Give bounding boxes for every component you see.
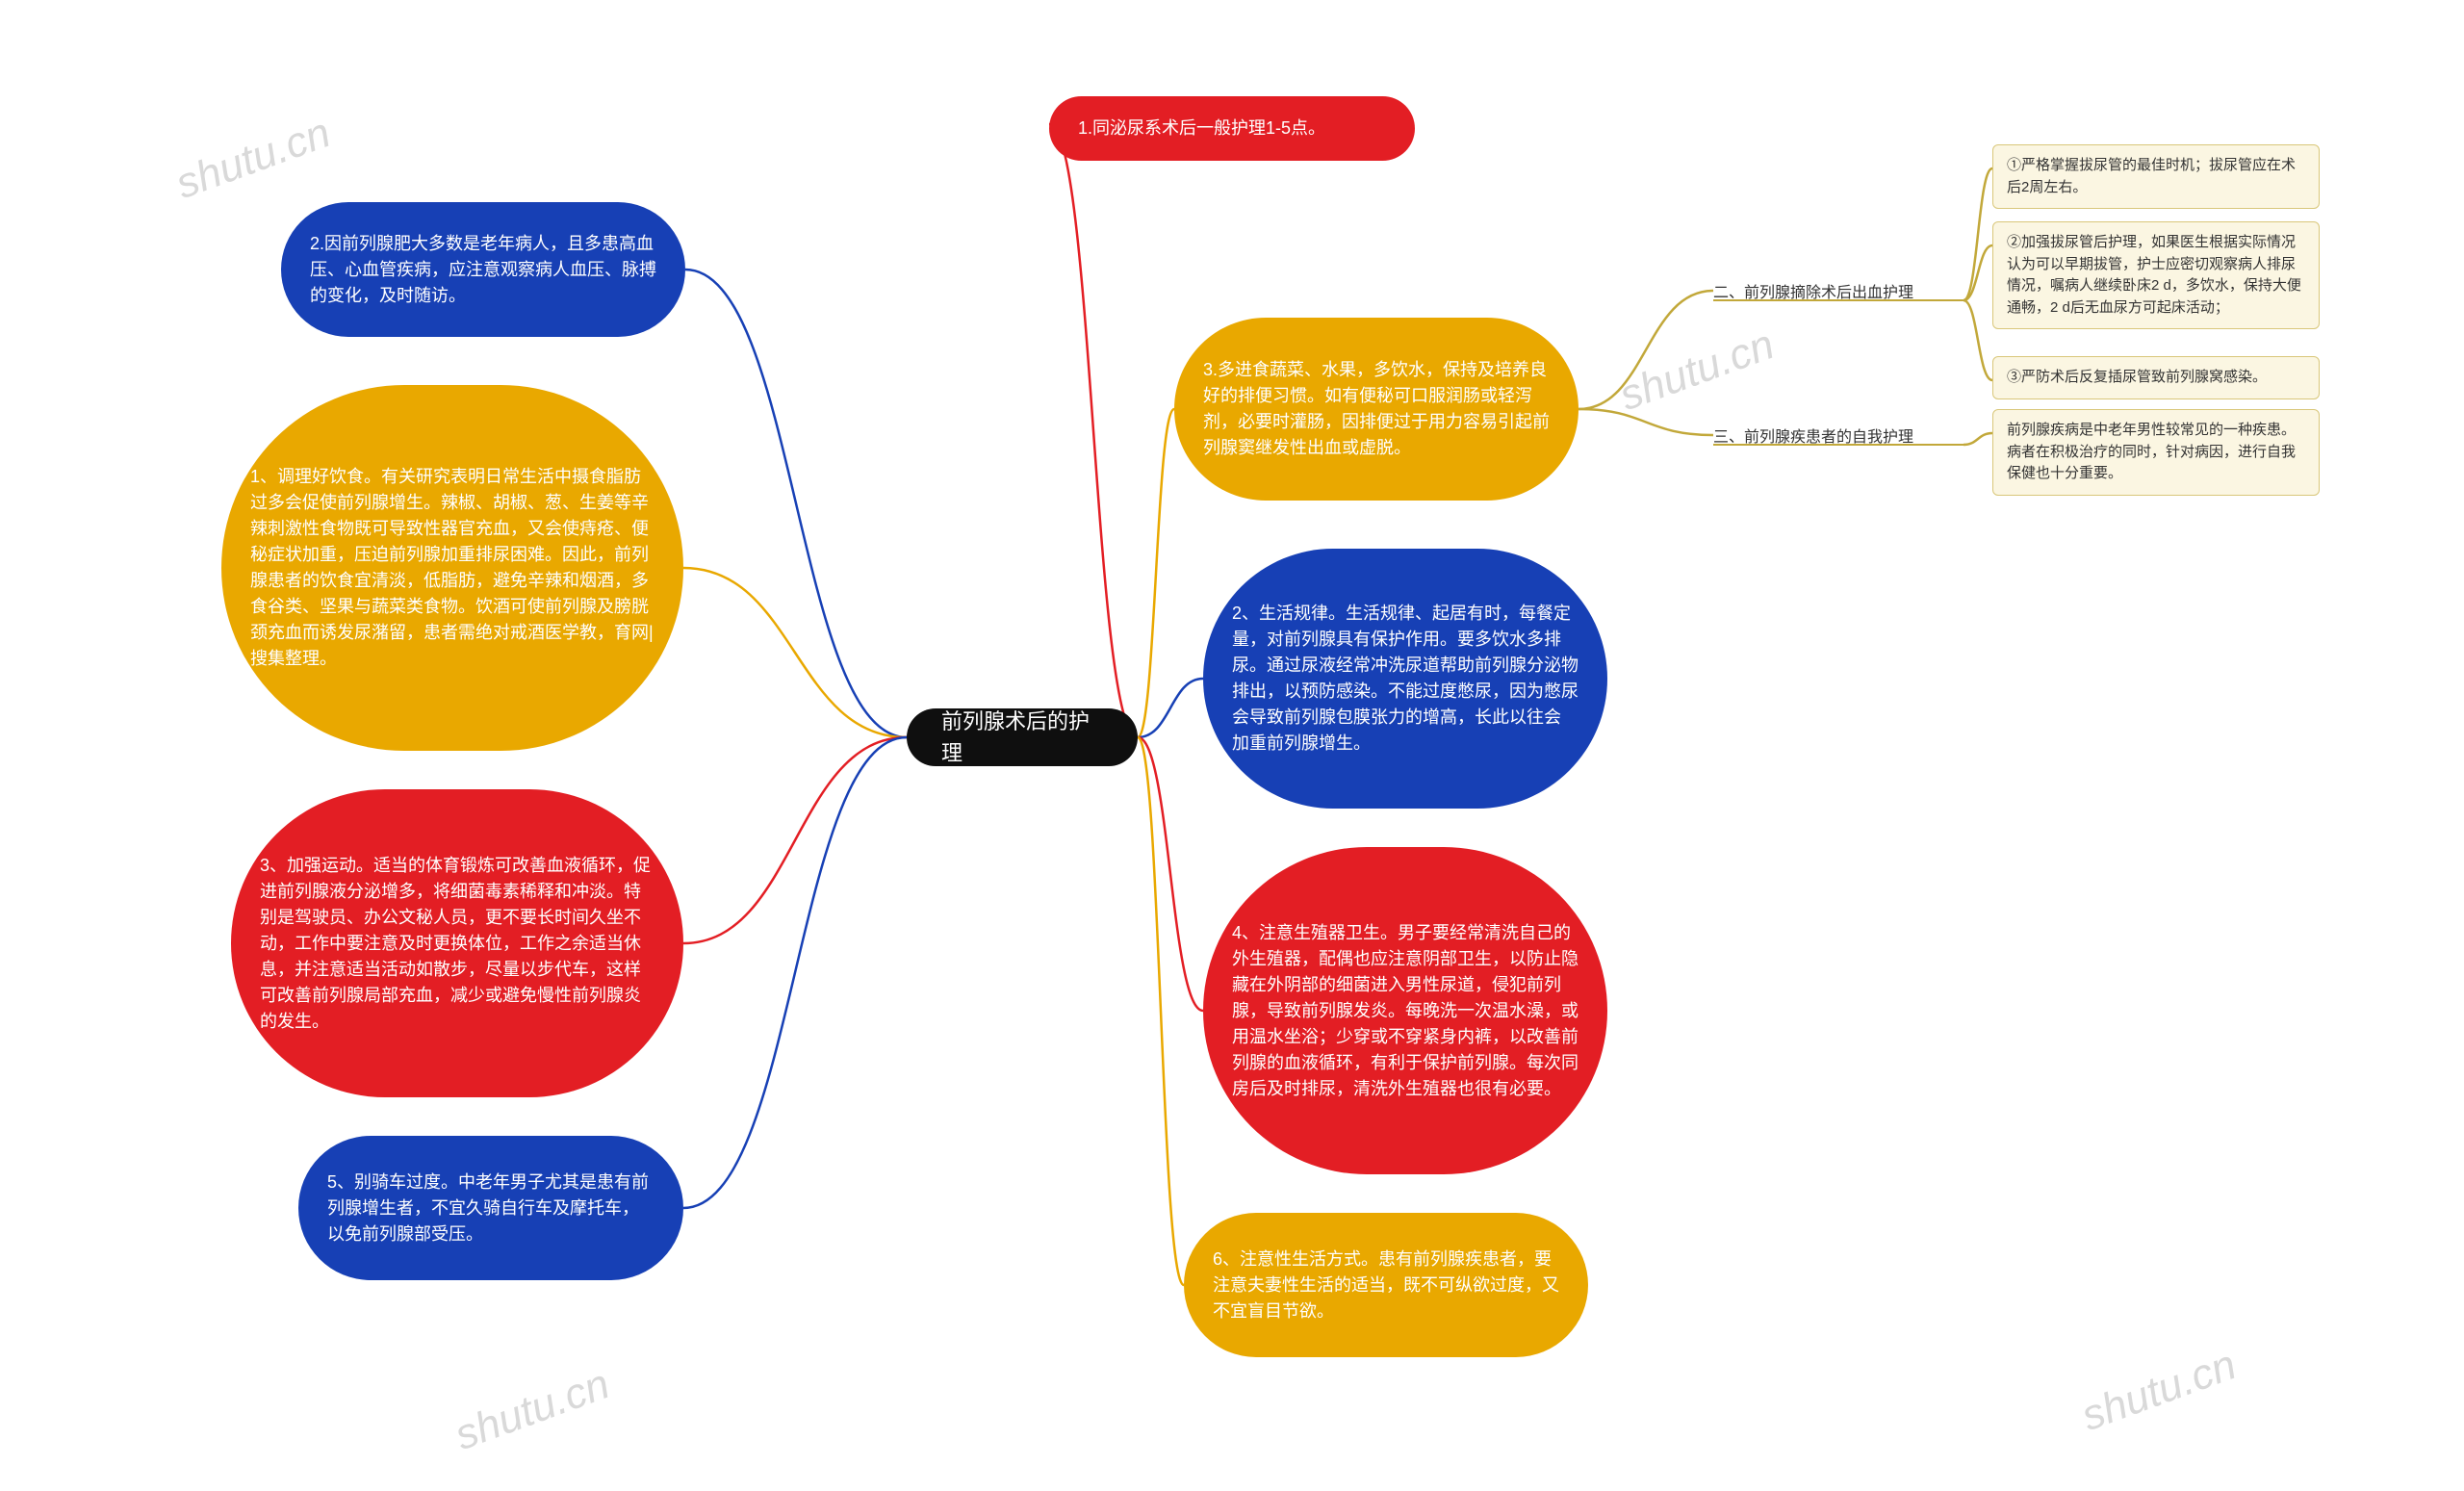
sub-note: ①严格掌握拔尿管的最佳时机；拔尿管应在术后2周左右。: [1992, 144, 2320, 209]
watermark: shutu.cn: [2075, 1341, 2242, 1441]
sub-branch-label: 三、前列腺疾患者的自我护理: [1713, 424, 1913, 447]
branch-node: 3、加强运动。适当的体育锻炼可改善血液循环，促进前列腺液分泌增多，将细菌毒素稀释…: [231, 789, 683, 1097]
branch-node: 4、注意生殖器卫生。男子要经常清洗自己的外生殖器，配偶也应注意阴部卫生，以防止隐…: [1203, 847, 1607, 1174]
branch-node: 1、调理好饮食。有关研究表明日常生活中摄食脂肪过多会促使前列腺增生。辣椒、胡椒、…: [221, 385, 683, 751]
branch-text: 3.多进食蔬菜、水果，多饮水，保持及培养良好的排便习惯。如有便秘可口服润肠或轻泻…: [1203, 357, 1550, 461]
branch-node: 1.同泌尿系术后一般护理1-5点。: [1049, 96, 1415, 161]
branch-text: 5、别骑车过度。中老年男子尤其是患有前列腺增生者，不宜久骑自行车及摩托车，以免前…: [327, 1170, 654, 1247]
branch-text: 2、生活规律。生活规律、起居有时，每餐定量，对前列腺具有保护作用。要多饮水多排尿…: [1232, 601, 1578, 757]
branch-node: 2、生活规律。生活规律、起居有时，每餐定量，对前列腺具有保护作用。要多饮水多排尿…: [1203, 549, 1607, 809]
watermark: shutu.cn: [1613, 321, 1780, 421]
center-label: 前列腺术后的护理: [941, 706, 1103, 769]
watermark: shutu.cn: [449, 1360, 615, 1460]
branch-text: 1.同泌尿系术后一般护理1-5点。: [1078, 116, 1325, 141]
sub-note: ②加强拔尿管后护理，如果医生根据实际情况认为可以早期拔管，护士应密切观察病人排尿…: [1992, 221, 2320, 329]
branch-text: 4、注意生殖器卫生。男子要经常清洗自己的外生殖器，配偶也应注意阴部卫生，以防止隐…: [1232, 920, 1578, 1102]
sub-branch-label: 二、前列腺摘除术后出血护理: [1713, 279, 1913, 302]
branch-text: 1、调理好饮食。有关研究表明日常生活中摄食脂肪过多会促使前列腺增生。辣椒、胡椒、…: [250, 464, 654, 672]
branch-text: 3、加强运动。适当的体育锻炼可改善血液循环，促进前列腺液分泌增多，将细菌毒素稀释…: [260, 853, 654, 1035]
watermark: shutu.cn: [169, 109, 336, 209]
branch-node: 6、注意性生活方式。患有前列腺疾患者，要注意夫妻性生活的适当，既不可纵欲过度，又…: [1184, 1213, 1588, 1357]
sub-note: ③严防术后反复插尿管致前列腺窝感染。: [1992, 356, 2320, 399]
branch-text: 2.因前列腺肥大多数是老年病人，且多患高血压、心血管疾病，应注意观察病人血压、脉…: [310, 231, 656, 309]
branch-node: 5、别骑车过度。中老年男子尤其是患有前列腺增生者，不宜久骑自行车及摩托车，以免前…: [298, 1136, 683, 1280]
center-node: 前列腺术后的护理: [907, 708, 1138, 766]
branch-node: 3.多进食蔬菜、水果，多饮水，保持及培养良好的排便习惯。如有便秘可口服润肠或轻泻…: [1174, 318, 1578, 501]
branch-node: 2.因前列腺肥大多数是老年病人，且多患高血压、心血管疾病，应注意观察病人血压、脉…: [281, 202, 685, 337]
sub-note: 前列腺疾病是中老年男性较常见的一种疾患。病者在积极治疗的同时，针对病因，进行自我…: [1992, 409, 2320, 496]
branch-text: 6、注意性生活方式。患有前列腺疾患者，要注意夫妻性生活的适当，既不可纵欲过度，又…: [1213, 1247, 1559, 1324]
